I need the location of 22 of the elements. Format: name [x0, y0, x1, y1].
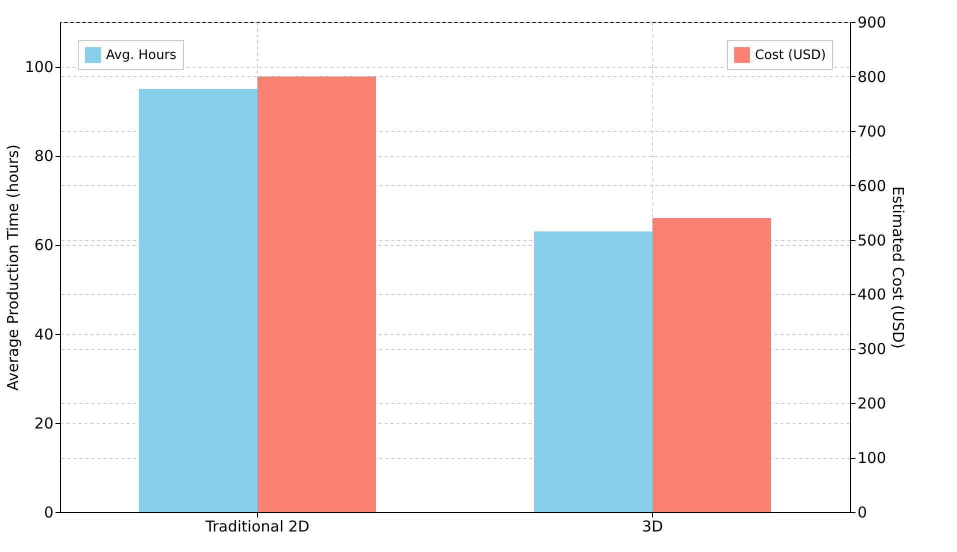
y-tick-label: 20	[34, 414, 54, 432]
y2-tick-label: 0	[858, 504, 868, 522]
y-axis-title: Average Production Time (hours)	[4, 144, 22, 391]
y2-tick-label: 800	[858, 68, 886, 86]
y-tick-label: 0	[44, 504, 54, 522]
x-tick-label: 3D	[642, 518, 664, 536]
y2-tick-label: 500	[858, 231, 886, 250]
y2-tick-label: 100	[858, 449, 886, 468]
y2-tick-label: 900	[858, 14, 886, 32]
y-tick-label: 60	[34, 236, 54, 254]
y-tick-label: 100	[24, 58, 54, 76]
y2-tick-label: 600	[858, 176, 886, 195]
y2-tick-label: 700	[858, 122, 886, 140]
y2-tick-label: 200	[858, 394, 886, 413]
y-tick-label: 80	[34, 147, 54, 166]
x-tick-label: Traditional 2D	[204, 518, 310, 536]
y-tick-label: 40	[34, 325, 54, 344]
legend-label: Cost (USD)	[755, 48, 826, 63]
y2-tick-label: 400	[858, 286, 886, 304]
y2-axis-title: Estimated Cost (USD)	[889, 186, 908, 349]
y2-tick-label: 300	[858, 340, 886, 358]
legend-label: Avg. Hours	[106, 48, 177, 63]
